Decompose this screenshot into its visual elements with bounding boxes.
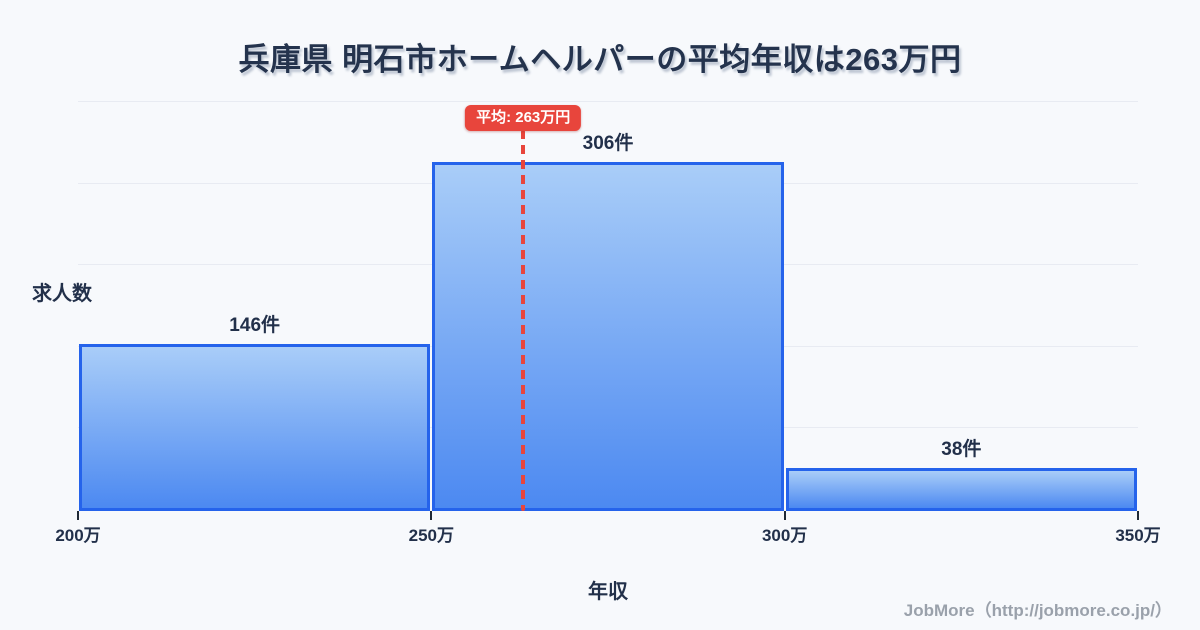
x-axis-tick [430, 511, 433, 520]
x-axis-tick [783, 511, 786, 520]
histogram-bar [785, 467, 1137, 511]
histogram-bar [432, 162, 784, 511]
x-tick-label: 200万 [55, 526, 101, 545]
bar-value-label: 146件 [229, 315, 281, 337]
plot-area: 平均: 263万円 146件 306件 38件 200万 250万 300万 350万 [55, 95, 1161, 545]
x-axis-tick [1137, 511, 1139, 520]
histogram-bar [79, 344, 431, 511]
bar-value-label: 306件 [582, 133, 634, 154]
average-dashed-line [521, 130, 526, 511]
chart-title: 兵庫県 明石市ホームヘルパーの平均年収は263万円 [238, 42, 962, 77]
y-axis-label: 求人数 [32, 283, 92, 305]
x-tick-label: 300万 [761, 526, 808, 545]
gridline [78, 101, 1138, 102]
x-tick-label: 350万 [1115, 526, 1161, 545]
x-axis-label: 年収 [588, 581, 628, 603]
bar-value-label: 38件 [941, 438, 982, 460]
x-axis-tick [77, 511, 79, 520]
footer-credit: JobMore（http://jobmore.co.jp/） [903, 601, 1172, 620]
average-badge: 平均: 263万円 [465, 105, 582, 131]
x-tick-label: 250万 [408, 526, 455, 545]
